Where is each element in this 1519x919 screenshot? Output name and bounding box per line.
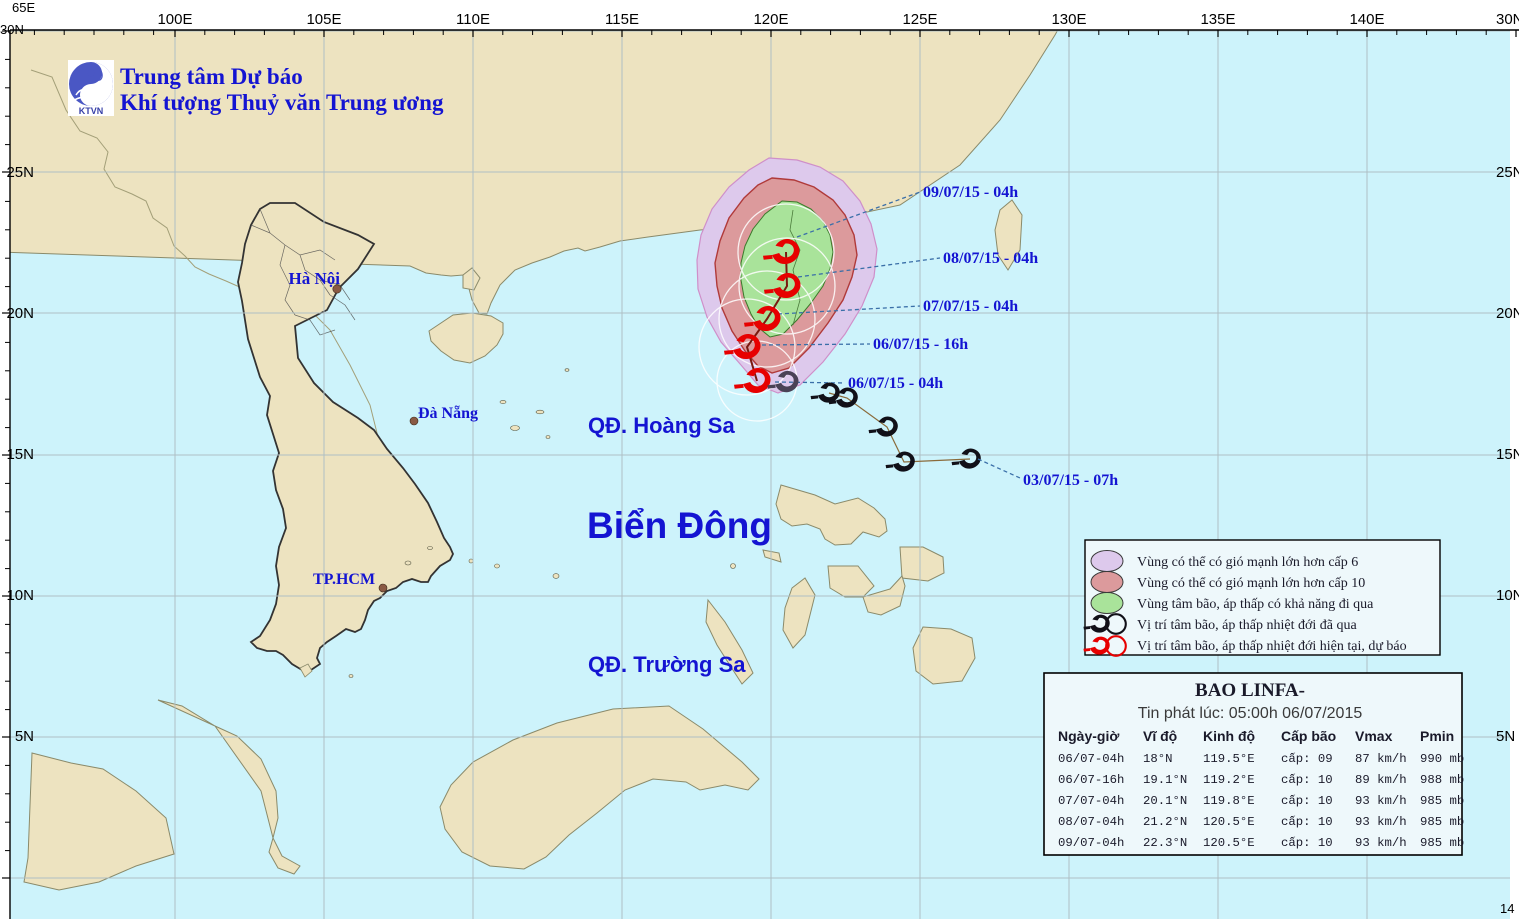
- svg-text:120.5°E: 120.5°E: [1203, 815, 1255, 829]
- svg-text:988 mb: 988 mb: [1420, 773, 1464, 787]
- svg-text:5N: 5N: [1496, 728, 1515, 745]
- svg-text:cấp: 10: cấp: 10: [1281, 836, 1333, 850]
- svg-text:93 km/h: 93 km/h: [1355, 836, 1407, 850]
- svg-text:985 mb: 985 mb: [1420, 794, 1464, 808]
- svg-text:89 km/h: 89 km/h: [1355, 773, 1407, 787]
- svg-text:5N: 5N: [15, 728, 34, 745]
- svg-text:Trung tâm Dự báo: Trung tâm Dự báo: [120, 64, 303, 89]
- svg-text:125E: 125E: [902, 11, 937, 28]
- svg-text:Cấp bão: Cấp bão: [1281, 728, 1336, 744]
- svg-text:119.8°E: 119.8°E: [1203, 794, 1255, 808]
- svg-text:120.5°E: 120.5°E: [1203, 836, 1255, 850]
- svg-text:Đà Nẵng: Đà Nẵng: [418, 405, 478, 422]
- svg-text:Hà Nội: Hà Nội: [289, 269, 341, 288]
- svg-text:Vùng có thể có gió mạnh lớn hơ: Vùng có thể có gió mạnh lớn hơn cấp 10: [1137, 576, 1365, 591]
- svg-text:06/07/15 - 04h: 06/07/15 - 04h: [848, 375, 943, 392]
- svg-text:cấp: 10: cấp: 10: [1281, 794, 1333, 808]
- svg-text:30N: 30N: [1496, 11, 1519, 28]
- svg-text:TP.HCM: TP.HCM: [313, 571, 375, 588]
- svg-text:21.2°N: 21.2°N: [1143, 815, 1187, 829]
- svg-text:130E: 130E: [1051, 11, 1086, 28]
- svg-text:140E: 140E: [1349, 11, 1384, 28]
- svg-text:20.1°N: 20.1°N: [1143, 794, 1187, 808]
- svg-text:06/07-16h: 06/07-16h: [1058, 773, 1124, 787]
- svg-text:10N: 10N: [1496, 587, 1519, 604]
- svg-text:100E: 100E: [157, 11, 192, 28]
- svg-text:Ngày-giờ: Ngày-giờ: [1058, 728, 1119, 744]
- svg-text:65E: 65E: [12, 0, 35, 15]
- svg-text:Vĩ độ: Vĩ độ: [1143, 728, 1177, 744]
- svg-text:09/07-04h: 09/07-04h: [1058, 836, 1124, 850]
- svg-text:10N: 10N: [6, 587, 34, 604]
- svg-text:985 mb: 985 mb: [1420, 815, 1464, 829]
- svg-text:07/07/15 - 04h: 07/07/15 - 04h: [923, 298, 1018, 315]
- svg-text:19.1°N: 19.1°N: [1143, 773, 1187, 787]
- svg-text:18°N: 18°N: [1143, 752, 1173, 766]
- svg-text:03/07/15 - 07h: 03/07/15 - 07h: [1023, 472, 1118, 489]
- svg-text:119.5°E: 119.5°E: [1203, 752, 1255, 766]
- svg-text:135E: 135E: [1200, 11, 1235, 28]
- svg-text:cấp: 09: cấp: 09: [1281, 752, 1333, 766]
- svg-text:20N: 20N: [6, 305, 34, 322]
- svg-text:Kinh độ: Kinh độ: [1203, 728, 1255, 744]
- svg-text:Pmin: Pmin: [1420, 728, 1454, 744]
- svg-text:115E: 115E: [605, 11, 639, 28]
- svg-text:Biển Đông: Biển Đông: [587, 505, 772, 546]
- svg-text:KTVN: KTVN: [79, 106, 104, 116]
- svg-text:30N: 30N: [0, 22, 24, 37]
- svg-text:QĐ. Trường Sa: QĐ. Trường Sa: [588, 652, 746, 677]
- svg-text:Vị trí tâm bão, áp thấp nhiệt: Vị trí tâm bão, áp thấp nhiệt đới đã qua: [1137, 618, 1357, 633]
- svg-text:120E: 120E: [753, 11, 788, 28]
- svg-text:QĐ. Hoàng Sa: QĐ. Hoàng Sa: [588, 413, 735, 438]
- svg-text:15N: 15N: [1496, 446, 1519, 463]
- svg-text:985 mb: 985 mb: [1420, 836, 1464, 850]
- svg-text:105E: 105E: [306, 11, 341, 28]
- svg-text:cấp: 10: cấp: 10: [1281, 773, 1333, 787]
- svg-text:110E: 110E: [456, 11, 490, 28]
- svg-text:cấp: 10: cấp: 10: [1281, 815, 1333, 829]
- svg-text:Khí tượng Thuỷ văn Trung ương: Khí tượng Thuỷ văn Trung ương: [120, 90, 444, 115]
- svg-text:06/07-04h: 06/07-04h: [1058, 752, 1124, 766]
- svg-text:25N: 25N: [1496, 164, 1519, 181]
- svg-text:Vị trí tâm bão, áp thấp nhiệt: Vị trí tâm bão, áp thấp nhiệt đới hiện t…: [1137, 639, 1407, 654]
- svg-text:Vùng có thể có gió mạnh lớn hơ: Vùng có thể có gió mạnh lớn hơn cấp 6: [1137, 555, 1358, 570]
- svg-text:Tin phát lúc: 05:00h 06/07/201: Tin phát lúc: 05:00h 06/07/2015: [1138, 705, 1363, 722]
- svg-text:14: 14: [1500, 901, 1514, 916]
- svg-text:93 km/h: 93 km/h: [1355, 815, 1407, 829]
- svg-text:06/07/15 - 16h: 06/07/15 - 16h: [873, 336, 968, 353]
- svg-text:08/07-04h: 08/07-04h: [1058, 815, 1124, 829]
- svg-text:22.3°N: 22.3°N: [1143, 836, 1187, 850]
- svg-text:Vmax: Vmax: [1355, 728, 1393, 744]
- svg-text:93 km/h: 93 km/h: [1355, 794, 1407, 808]
- svg-text:Vùng tâm bão, áp thấp có khả n: Vùng tâm bão, áp thấp có khả năng đi qua: [1137, 597, 1374, 612]
- svg-text:09/07/15 - 04h: 09/07/15 - 04h: [923, 184, 1018, 201]
- svg-text:990 mb: 990 mb: [1420, 752, 1464, 766]
- svg-text:07/07-04h: 07/07-04h: [1058, 794, 1124, 808]
- svg-text:08/07/15 - 04h: 08/07/15 - 04h: [943, 250, 1038, 267]
- svg-text:119.2°E: 119.2°E: [1203, 773, 1255, 787]
- svg-text:BAO LINFA-: BAO LINFA-: [1195, 680, 1305, 701]
- svg-text:20N: 20N: [1496, 305, 1519, 322]
- svg-text:25N: 25N: [6, 164, 34, 181]
- svg-text:87 km/h: 87 km/h: [1355, 752, 1407, 766]
- svg-text:15N: 15N: [6, 446, 34, 463]
